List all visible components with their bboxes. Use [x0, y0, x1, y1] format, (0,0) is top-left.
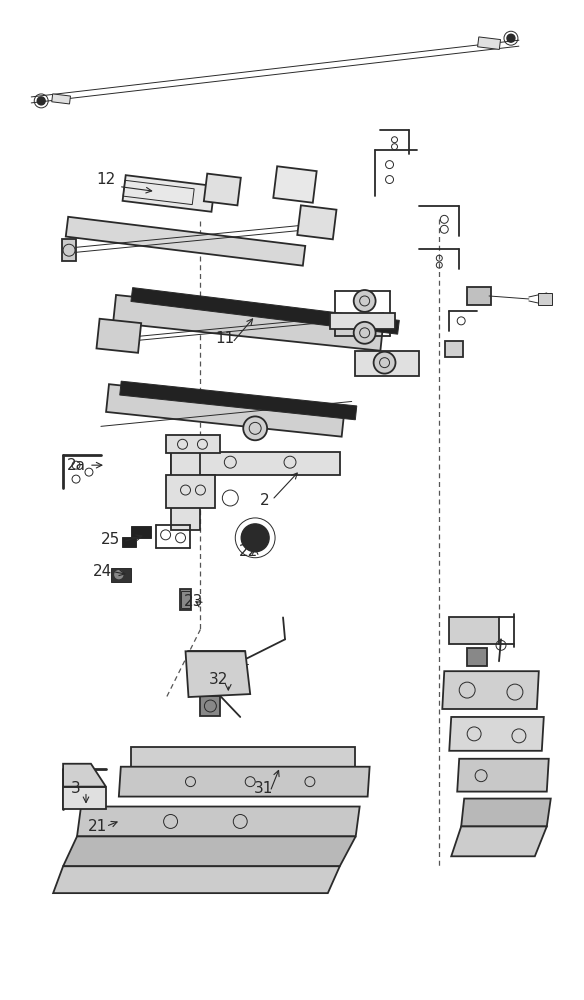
Polygon shape [106, 384, 345, 437]
Circle shape [354, 290, 376, 312]
Bar [538, 293, 552, 305]
Bar [179, 589, 192, 610]
Bar [122, 537, 135, 547]
Text: 22: 22 [239, 544, 258, 559]
Bar [467, 287, 491, 305]
Polygon shape [63, 787, 106, 809]
Text: 23: 23 [184, 594, 203, 609]
Polygon shape [461, 799, 551, 826]
Polygon shape [52, 94, 71, 104]
Bar [62, 239, 76, 261]
Polygon shape [449, 717, 544, 751]
Polygon shape [113, 295, 383, 351]
Bar [200, 696, 220, 716]
Text: 21: 21 [88, 819, 107, 834]
Circle shape [473, 650, 481, 658]
Text: 2: 2 [260, 493, 270, 508]
Polygon shape [171, 452, 340, 475]
Bar [111, 568, 131, 582]
Text: 31: 31 [253, 781, 273, 796]
Polygon shape [297, 205, 336, 239]
Polygon shape [120, 381, 357, 420]
Circle shape [507, 34, 515, 42]
Polygon shape [131, 747, 354, 767]
Polygon shape [77, 807, 360, 836]
Polygon shape [354, 351, 419, 376]
Polygon shape [53, 866, 340, 893]
Polygon shape [273, 166, 317, 203]
Polygon shape [66, 217, 305, 266]
Bar [180, 591, 190, 608]
Polygon shape [204, 174, 241, 205]
Polygon shape [330, 313, 395, 329]
Polygon shape [478, 37, 500, 49]
Bar [298, 180, 305, 189]
Text: 11: 11 [215, 331, 235, 346]
Text: 32: 32 [208, 672, 228, 687]
Polygon shape [451, 826, 547, 856]
Circle shape [243, 416, 267, 440]
Circle shape [354, 322, 376, 344]
Polygon shape [166, 435, 220, 453]
Bar [224, 188, 232, 199]
Polygon shape [131, 288, 399, 334]
Bar [298, 189, 305, 199]
Polygon shape [63, 764, 106, 787]
Text: 12: 12 [96, 172, 116, 187]
Bar [131, 526, 151, 538]
Bar [284, 175, 291, 185]
Circle shape [374, 352, 395, 374]
Bar [467, 648, 487, 666]
Text: 25: 25 [101, 532, 120, 547]
Circle shape [37, 97, 45, 105]
Bar [445, 341, 463, 357]
Polygon shape [119, 767, 370, 797]
Polygon shape [96, 319, 141, 353]
Polygon shape [442, 671, 539, 709]
Bar [214, 181, 223, 192]
Text: 24: 24 [93, 564, 113, 579]
Polygon shape [457, 759, 549, 792]
Circle shape [241, 524, 269, 552]
Polygon shape [171, 452, 200, 530]
Polygon shape [123, 175, 214, 212]
Text: 2a: 2a [67, 458, 85, 473]
Polygon shape [449, 617, 499, 644]
Polygon shape [166, 475, 215, 508]
Polygon shape [63, 836, 356, 866]
Circle shape [115, 571, 123, 579]
Text: 3: 3 [71, 781, 81, 796]
Polygon shape [186, 651, 250, 697]
